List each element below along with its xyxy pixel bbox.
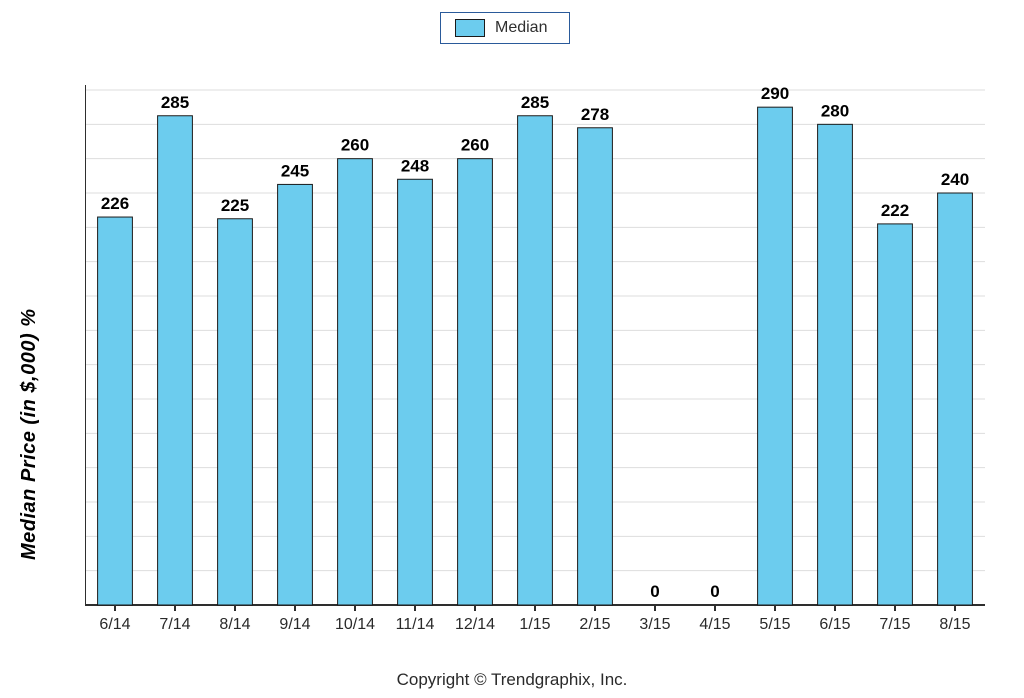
bar-value-label: 245 [281, 161, 309, 180]
bar-value-label: 0 [650, 582, 659, 601]
x-tick-label: 8/14 [219, 616, 250, 633]
x-tick-label: 1/15 [519, 616, 550, 633]
bar-value-label: 0 [710, 582, 719, 601]
legend-label: Median [495, 19, 547, 37]
bar [818, 124, 853, 605]
bar-value-label: 222 [881, 201, 909, 220]
x-tick-label: 3/15 [639, 616, 670, 633]
y-axis-label: Median Price (in $,000) % [18, 309, 41, 560]
x-tick-label: 12/14 [455, 616, 495, 633]
plot-area: 0204060801001201401601802002202402602803… [85, 80, 995, 635]
bar [98, 217, 133, 605]
bar [278, 184, 313, 605]
bar-value-label: 248 [401, 156, 429, 175]
bar-value-label: 225 [221, 196, 249, 215]
bar [878, 224, 913, 605]
bar [578, 128, 613, 605]
bar [938, 193, 973, 605]
bar-value-label: 260 [461, 136, 489, 155]
x-tick-label: 5/15 [759, 616, 790, 633]
bar-chart: 0204060801001201401601802002202402602803… [85, 80, 995, 635]
bar-value-label: 285 [521, 93, 549, 112]
bar [338, 159, 373, 605]
x-tick-label: 7/15 [879, 616, 910, 633]
x-tick-label: 8/15 [939, 616, 970, 633]
bar-value-label: 226 [101, 194, 129, 213]
x-tick-label: 2/15 [579, 616, 610, 633]
bar [518, 116, 553, 605]
x-tick-label: 6/15 [819, 616, 850, 633]
copyright-text: Copyright © Trendgraphix, Inc. [0, 670, 1024, 690]
x-tick-label: 6/14 [99, 616, 130, 633]
bar-value-label: 278 [581, 105, 609, 124]
legend-swatch [455, 19, 485, 37]
bar-value-label: 285 [161, 93, 189, 112]
bar-value-label: 240 [941, 170, 969, 189]
x-tick-label: 9/14 [279, 616, 310, 633]
bar [398, 179, 433, 605]
bar [458, 159, 493, 605]
x-tick-label: 4/15 [699, 616, 730, 633]
bar-value-label: 290 [761, 84, 789, 103]
bar [158, 116, 193, 605]
x-tick-label: 11/14 [396, 616, 435, 633]
bar-value-label: 260 [341, 136, 369, 155]
legend: Median [440, 12, 570, 44]
bar [218, 219, 253, 605]
bar-value-label: 280 [821, 101, 849, 120]
x-tick-label: 7/14 [159, 616, 190, 633]
x-tick-label: 10/14 [335, 616, 375, 633]
chart-container: Median Median Price (in $,000) % 0204060… [0, 0, 1024, 698]
bar [758, 107, 793, 605]
